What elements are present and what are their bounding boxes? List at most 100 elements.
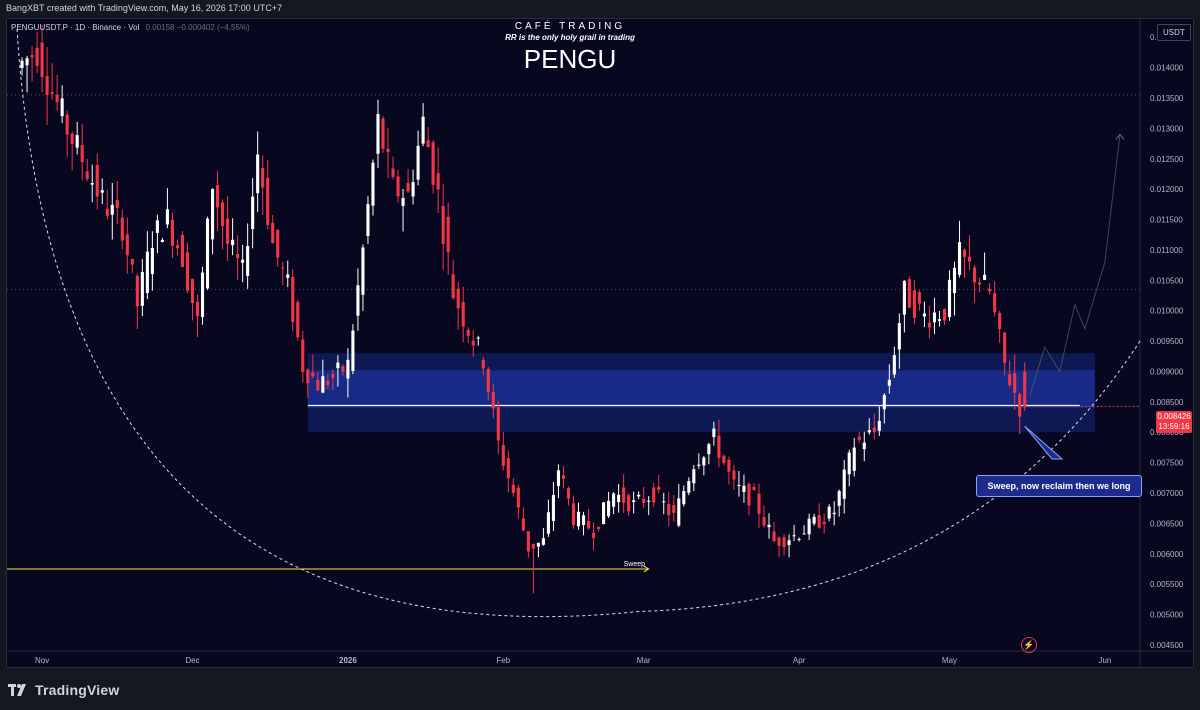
candle-body	[521, 518, 525, 531]
candle-body	[426, 140, 430, 148]
price-tick-label: 0.013500	[1150, 94, 1184, 103]
chart-frame[interactable]: Sweep0.0145000.0140000.0135000.0130000.0…	[6, 18, 1194, 668]
chart-titles: CAFÉ TRADING RR is the only holy grail i…	[470, 19, 670, 75]
candle-body	[998, 312, 1002, 330]
currency-unit-button[interactable]: USDT	[1157, 24, 1191, 41]
price-tick-label: 0.010500	[1150, 276, 1184, 285]
candle-body	[90, 182, 94, 185]
candle-body	[256, 154, 260, 194]
candle-body	[672, 505, 676, 513]
candle-body	[241, 259, 245, 263]
candle-body	[877, 420, 881, 431]
tradingview-logo[interactable]: TradingView	[8, 682, 119, 698]
candle-body	[597, 526, 601, 529]
candle-body	[957, 242, 962, 275]
candle-body	[221, 202, 225, 227]
candle-body	[747, 483, 751, 506]
projection-arrow	[1115, 133, 1125, 140]
candle-body	[130, 258, 134, 265]
candle-body	[827, 506, 831, 519]
candle-body	[406, 182, 410, 192]
rounding-bottom-curve	[16, 28, 1141, 618]
candle-body	[762, 517, 766, 526]
candle-body	[551, 495, 556, 521]
candle-body	[978, 282, 982, 285]
candle-body	[627, 495, 631, 512]
candle-body	[115, 199, 119, 209]
candle-body	[236, 254, 240, 259]
candle-body	[727, 459, 731, 472]
candle-body	[110, 204, 114, 215]
candle-body	[261, 168, 265, 188]
candle-body	[922, 313, 926, 317]
candle-body	[692, 469, 696, 484]
candle-body	[381, 118, 385, 149]
candle-body	[431, 142, 435, 185]
candle-body	[301, 339, 305, 372]
candle-body	[175, 245, 180, 249]
candle-body	[792, 535, 796, 537]
candle-body	[993, 293, 997, 313]
candle-body	[857, 436, 861, 440]
candle-body	[722, 455, 726, 463]
top-bar: BangXBT created with TradingView.com, Ma…	[0, 0, 1200, 18]
time-tick-label: Jun	[1098, 656, 1111, 665]
candle-body	[266, 177, 270, 225]
candle-body	[837, 490, 841, 506]
candle-body	[802, 533, 806, 535]
candle-body	[983, 274, 987, 280]
candle-body	[401, 198, 405, 206]
candle-body	[436, 173, 440, 190]
candle-body	[647, 500, 651, 502]
candle-body	[862, 442, 866, 450]
tagline: RR is the only holy grail in trading	[505, 33, 635, 42]
candle-body	[30, 55, 34, 58]
candle-body	[471, 340, 475, 346]
legend-values: 0.00158 −0.000402 (−4.55%)	[145, 23, 250, 32]
price-tick-label: 0.013000	[1150, 124, 1184, 133]
price-chart[interactable]: Sweep0.0145000.0140000.0135000.0130000.0…	[7, 19, 1193, 667]
candle-body	[60, 98, 64, 117]
candle-body	[1013, 373, 1017, 393]
candle-body	[366, 204, 370, 237]
candle-body	[55, 94, 59, 103]
candle-body	[617, 494, 621, 503]
tradingview-brand: TradingView	[35, 682, 120, 698]
legend-symbol: PENGUUSDT.P · 1D · Binance · Vol	[11, 23, 140, 32]
price-tick-label: 0.012000	[1150, 185, 1184, 194]
candle-body	[767, 524, 771, 528]
candle-body	[892, 355, 896, 375]
candle-body	[346, 359, 350, 379]
time-tick-label: Mar	[637, 656, 651, 665]
candle-body	[662, 501, 666, 503]
sweep-arrow	[643, 565, 650, 573]
candle-body	[75, 135, 79, 148]
lightning-icon[interactable]: ⚡	[1021, 637, 1037, 653]
price-tick-label: 0.007000	[1150, 489, 1184, 498]
candle-body	[251, 196, 255, 230]
demand-zone-middle	[307, 370, 1095, 408]
candle-body	[1003, 332, 1007, 363]
candle-body	[291, 276, 295, 322]
candle-body	[612, 493, 616, 507]
candle-body	[155, 220, 159, 233]
candle-body	[341, 366, 345, 372]
time-tick-label: Nov	[35, 656, 49, 665]
candle-body	[511, 484, 515, 494]
candle-body	[707, 444, 711, 455]
attribution-text: BangXBT created with TradingView.com, Ma…	[6, 3, 283, 13]
candle-body	[45, 76, 49, 96]
candle-body	[416, 145, 420, 180]
candle-body	[642, 498, 646, 503]
candle-body	[40, 42, 44, 77]
candle-body	[807, 518, 811, 535]
candle-body	[120, 217, 124, 241]
sweep-label: Sweep	[624, 561, 646, 568]
candle-body	[602, 502, 606, 525]
candle-body	[391, 168, 395, 177]
candle-body	[697, 464, 701, 466]
candle-body	[371, 162, 375, 206]
candle-body	[907, 279, 911, 308]
candle-body	[702, 457, 706, 466]
candle-body	[276, 229, 280, 258]
